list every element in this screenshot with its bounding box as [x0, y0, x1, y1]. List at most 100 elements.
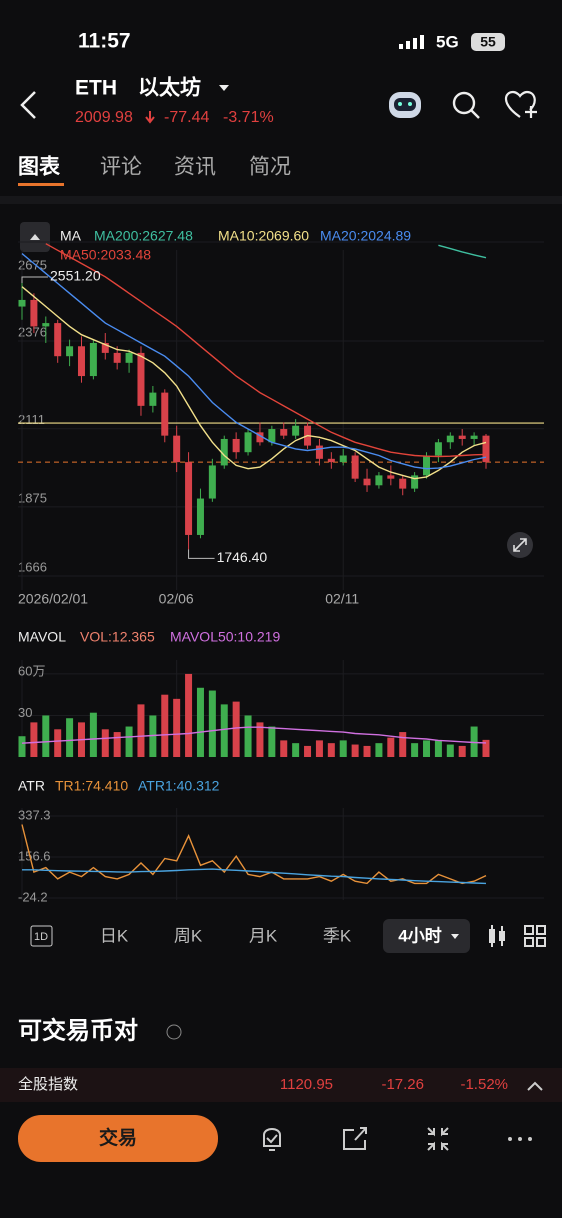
volume-bar: [185, 673, 193, 757]
candle-body: [292, 425, 300, 436]
tab-indicator: [18, 183, 64, 186]
dropdown-caret[interactable]: [219, 85, 229, 91]
collapse-arrow: [30, 234, 40, 240]
volume-bar: [375, 743, 383, 757]
volume-bar: [220, 704, 228, 757]
volume-bar: [434, 740, 442, 757]
tab[interactable]: 资讯: [174, 156, 216, 179]
candle-body: [89, 342, 97, 377]
y-tick-label: 1666: [18, 559, 47, 574]
layout-icon[interactable]: [524, 925, 546, 947]
candle-body: [339, 455, 347, 463]
indicator-title: ATR: [18, 778, 45, 794]
period[interactable]: 周K: [174, 926, 203, 945]
fullscreen-icon: [513, 538, 527, 552]
down-arrow: [145, 111, 155, 124]
candle-body: [125, 352, 133, 363]
volume-bar: [196, 687, 204, 757]
candle-body: [30, 299, 38, 327]
change-pct: -3.71%: [223, 109, 274, 126]
ticker-row[interactable]: [0, 1068, 562, 1102]
volume-bar: [351, 744, 359, 757]
period-active[interactable]: [383, 919, 470, 953]
y-tick-label: -24.2: [18, 889, 48, 904]
candle-body: [375, 475, 383, 486]
volume-bar: [173, 698, 181, 757]
tab[interactable]: 评论: [100, 156, 142, 179]
volume-bar: [470, 726, 478, 757]
volume-bar: [482, 739, 490, 757]
candle-body: [173, 435, 181, 463]
x-tick-label: 02/06: [159, 591, 194, 607]
symbol-name: 以太坊: [138, 76, 201, 100]
volume-bar: [244, 715, 252, 757]
y-tick-label: 337.3: [18, 807, 51, 822]
candle-body: [161, 392, 169, 436]
search-icon[interactable]: [452, 91, 480, 119]
y-tick-label: 156.6: [18, 848, 51, 863]
candle-body: [113, 352, 121, 363]
period[interactable]: 日K: [100, 926, 129, 945]
candle-body: [208, 465, 216, 499]
separator: [0, 196, 562, 204]
volume-bar: [256, 722, 264, 757]
volume-bar: [387, 737, 395, 757]
candle-body: [232, 438, 240, 453]
candle-body: [482, 435, 490, 463]
volume-bar: [137, 704, 145, 757]
legend-label: MA10:2069.60: [218, 228, 309, 244]
volume-bar: [18, 736, 26, 757]
alert-icon[interactable]: [263, 1128, 281, 1151]
more-icon[interactable]: [508, 1137, 532, 1141]
compare-icon[interactable]: [427, 1127, 449, 1151]
period[interactable]: 1D: [34, 931, 48, 943]
volume-bar: [339, 740, 347, 757]
ma-line: [45, 243, 487, 458]
volume-bar: [89, 712, 97, 757]
ma-line: [21, 286, 487, 480]
period[interactable]: 季K: [323, 926, 352, 945]
volume-bar: [327, 743, 335, 757]
trade-label: 交易: [99, 1126, 137, 1149]
legend-label: MAVOL50:10.219: [170, 629, 280, 645]
volume-bar: [399, 732, 407, 757]
assistant-icon[interactable]: [389, 92, 421, 118]
annotation: 2551.20: [50, 268, 101, 284]
expand-icon[interactable]: [527, 1081, 543, 1091]
volume-bar: [446, 744, 454, 757]
info-icon[interactable]: [166, 1024, 182, 1040]
watchlist-icon[interactable]: [504, 90, 536, 118]
volume-bar: [268, 726, 276, 757]
period[interactable]: 4小时: [398, 926, 441, 945]
x-tick-label: 2026/02/01: [18, 591, 88, 607]
volume-bar: [149, 715, 157, 757]
volume-bar: [458, 745, 466, 757]
volume-bar: [66, 718, 74, 757]
legend-label: VOL:12.365: [80, 629, 155, 645]
period[interactable]: 月K: [249, 926, 278, 945]
legend-label: MA200:2627.48: [94, 228, 193, 244]
period-caret: [451, 934, 459, 939]
volume-bar: [125, 726, 133, 757]
back-button[interactable]: [20, 91, 36, 119]
volume-bar: [363, 745, 371, 757]
y-tick-label: 2376: [18, 324, 47, 339]
legend-label: MA50:2033.48: [60, 247, 151, 263]
legend-label: TR1:74.410: [55, 778, 128, 794]
chart-type-icon[interactable]: [489, 925, 505, 947]
volume-bar: [113, 732, 121, 757]
tab[interactable]: 图表: [18, 156, 61, 179]
symbol: ETH: [75, 77, 117, 100]
annotation-leader: [188, 549, 215, 559]
tab[interactable]: 简况: [249, 156, 291, 179]
volume-bar: [208, 690, 216, 757]
candle-body: [42, 323, 50, 327]
share-icon[interactable]: [343, 1127, 367, 1150]
candle-body: [137, 352, 145, 406]
trade-button[interactable]: [18, 1115, 218, 1162]
period-box: [30, 925, 53, 947]
candle-body: [280, 429, 288, 436]
section-title: 可交易币对: [18, 1016, 138, 1044]
